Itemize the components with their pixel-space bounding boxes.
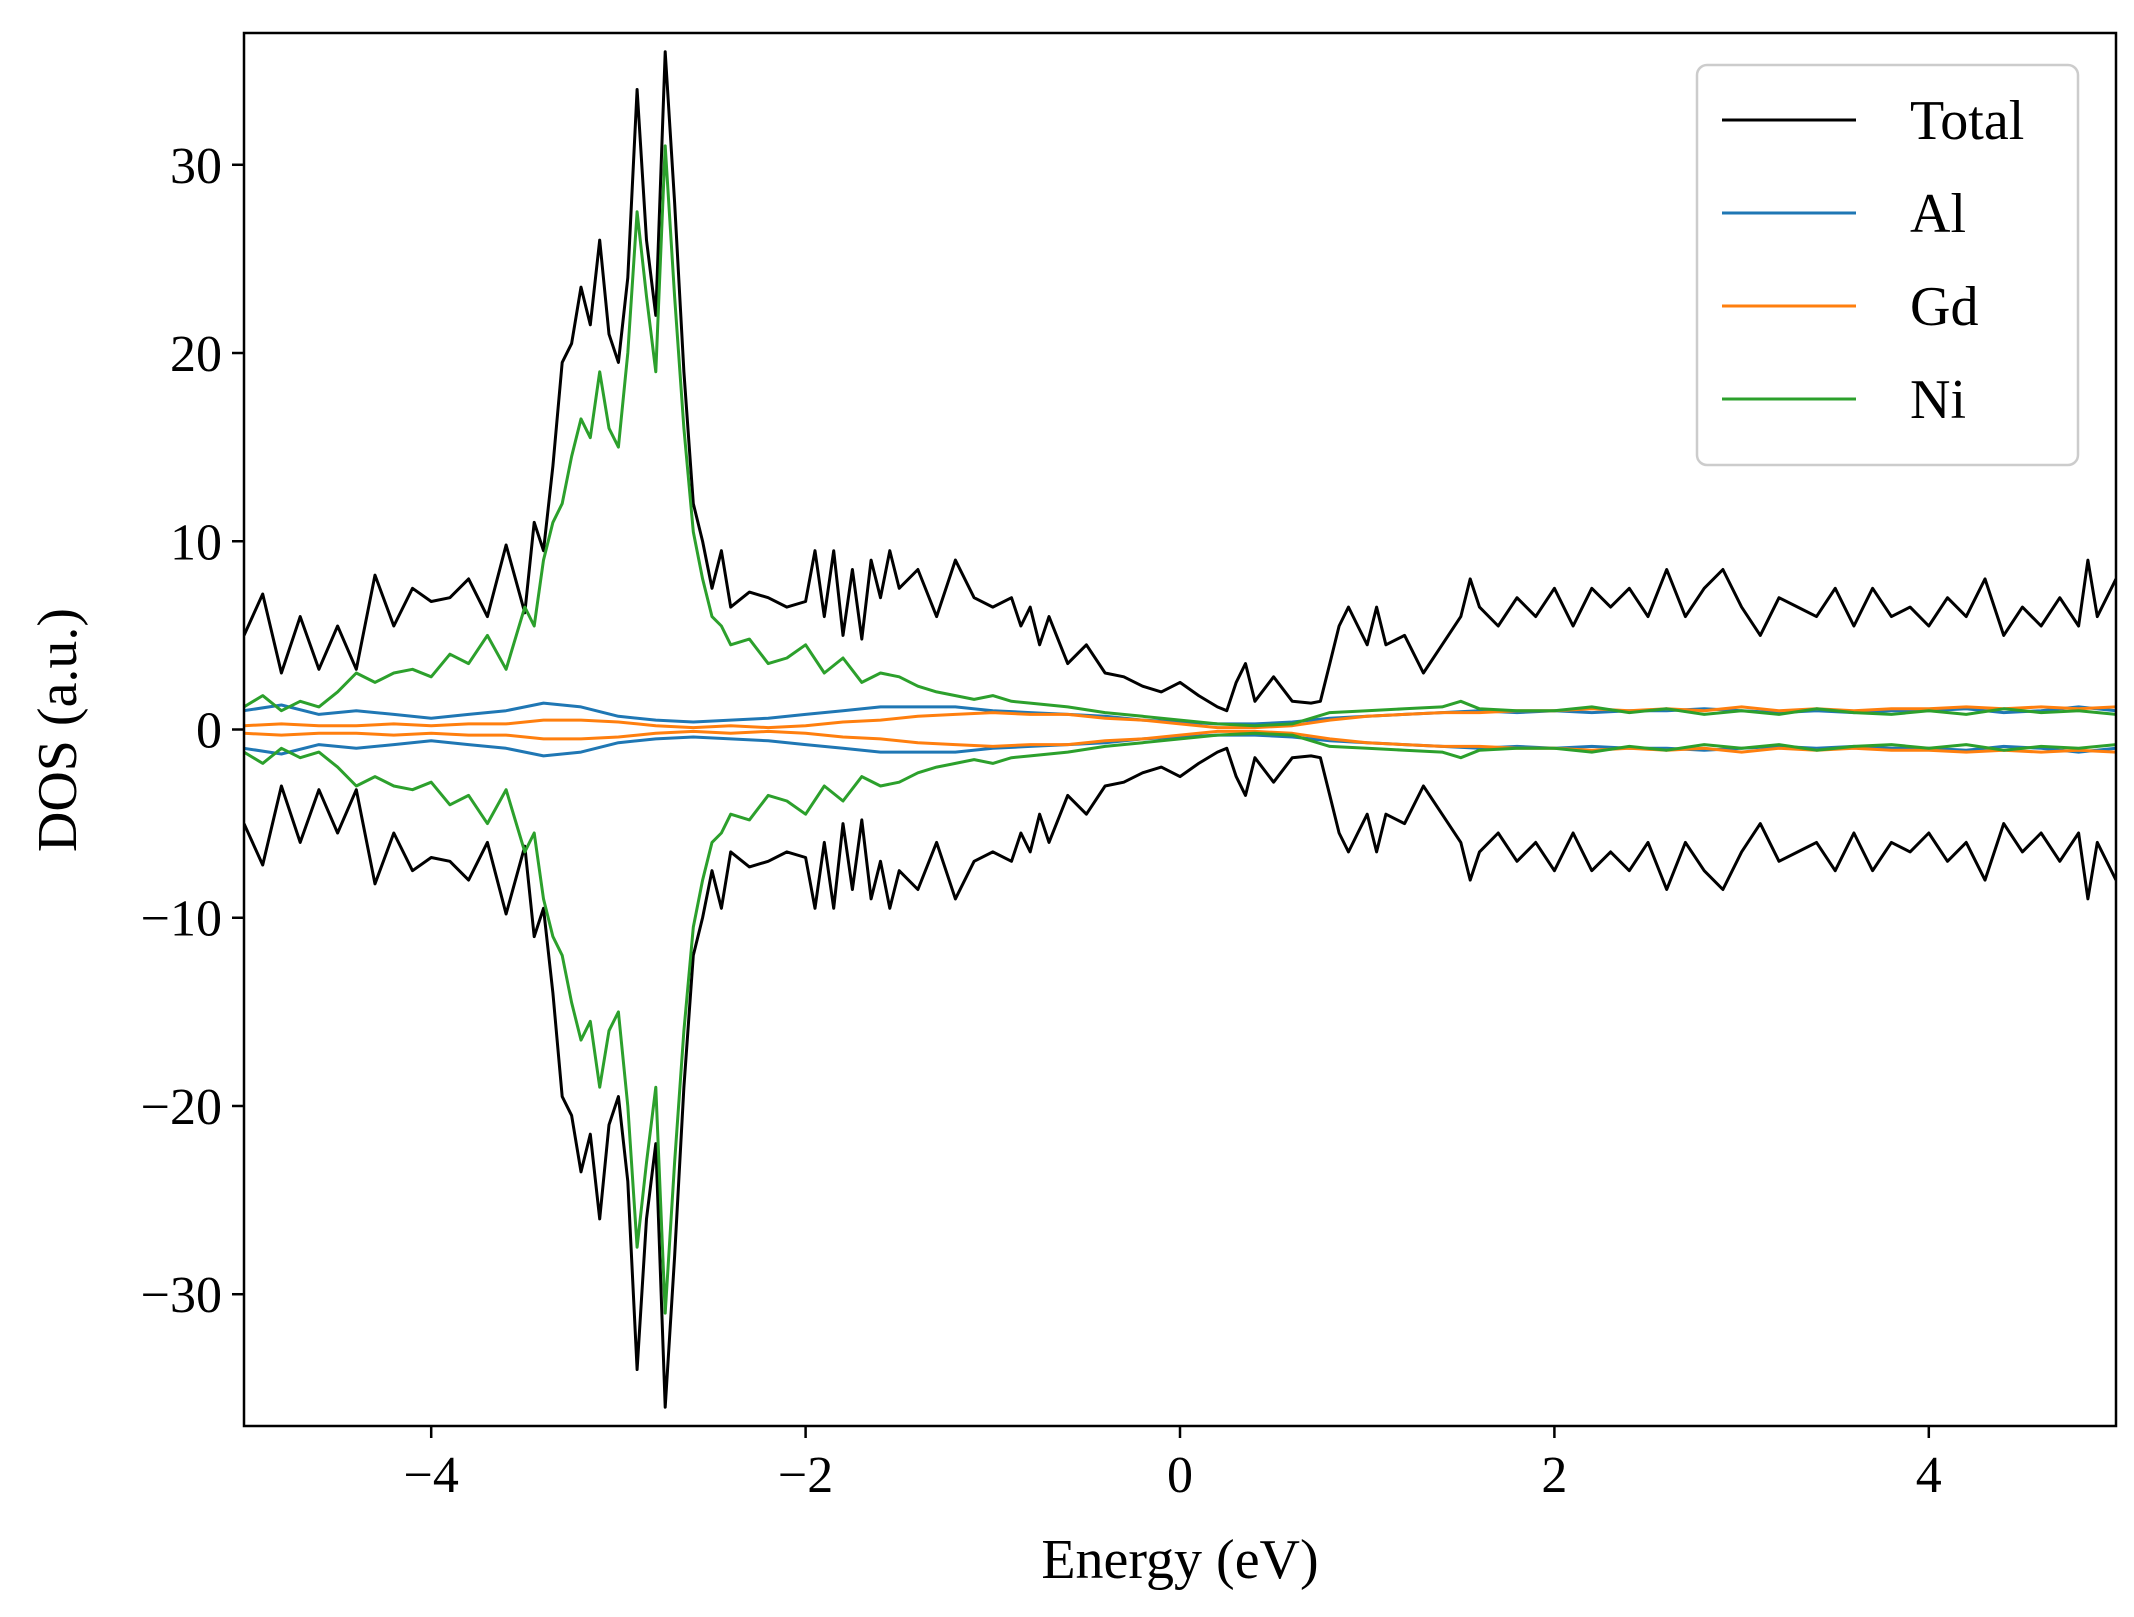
y-tick-label: 0: [196, 703, 222, 760]
series-line-total-down: [244, 746, 2116, 1409]
y-axis-label: DOS (a.u.): [27, 608, 89, 852]
legend-label-al: Al: [1910, 183, 1966, 245]
series-layer: [244, 50, 2116, 1409]
x-tick-label: −2: [778, 1447, 833, 1504]
legend-box: [1695, 63, 2080, 467]
series-line-ni-up: [244, 144, 2116, 728]
y-axis-ticks: −30 −20 −10 0 10 20 30: [141, 138, 244, 1324]
y-tick-label: −10: [141, 891, 222, 948]
x-tick-label: 4: [1916, 1447, 1942, 1504]
y-tick-label: 10: [170, 514, 222, 571]
series-line-ni-down: [244, 731, 2116, 1315]
y-tick-label: 30: [170, 138, 222, 195]
x-axis-ticks: −4 −2 0 2 4: [404, 1426, 1942, 1504]
legend-label-ni: Ni: [1910, 369, 1966, 431]
series-line-total-up: [244, 50, 2116, 713]
y-tick-label: −20: [141, 1079, 222, 1136]
legend: Total Al Gd Ni: [1695, 63, 2080, 467]
x-tick-label: 2: [1541, 1447, 1567, 1504]
x-tick-label: −4: [404, 1447, 459, 1504]
x-axis-label: Energy (eV): [1041, 1529, 1318, 1591]
x-tick-label: 0: [1167, 1447, 1193, 1504]
y-tick-label: 20: [170, 326, 222, 383]
legend-label-gd: Gd: [1910, 276, 1978, 338]
legend-label-total: Total: [1910, 90, 2024, 152]
y-tick-label: −30: [141, 1267, 222, 1324]
